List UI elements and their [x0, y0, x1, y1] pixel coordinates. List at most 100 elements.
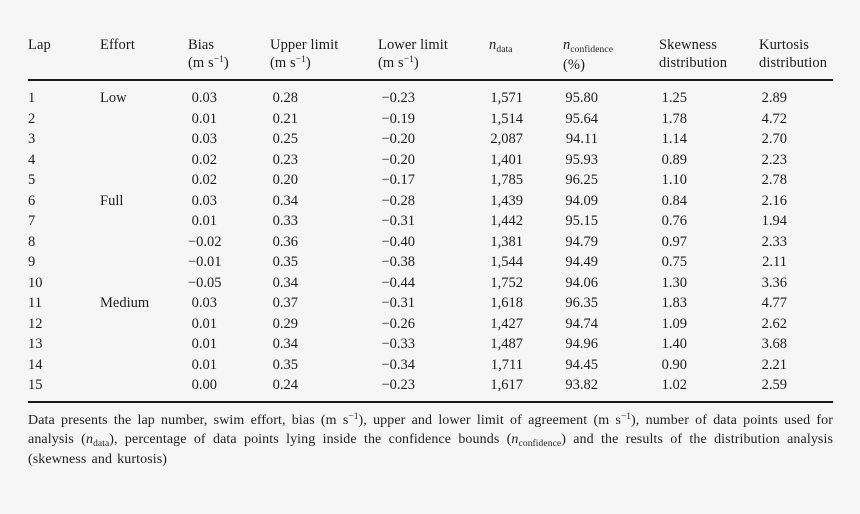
cell-value: 94.96	[565, 336, 598, 352]
table-cell-skewness: 0.90	[659, 355, 759, 376]
cell-value: 1,618	[490, 295, 523, 311]
table-cell-bias: 0.02	[188, 150, 270, 171]
cell-value: 1,571	[490, 90, 523, 106]
table-row: 3 0.03 0.25 −0.20 2,087 94.11 1.14 2.70	[28, 129, 833, 150]
table-cell-kurtosis: 2.33	[759, 232, 833, 253]
table-row: 5 0.02 0.20 −0.17 1,785 96.25 1.10 2.78	[28, 170, 833, 191]
table-cell-lap: 1	[28, 90, 36, 106]
cell-value: 1,711	[490, 356, 523, 373]
table-cell-bias: −0.05	[188, 273, 270, 294]
cell-value: −0.23	[381, 90, 415, 106]
cell-value: 1,544	[490, 254, 523, 270]
cell-value: 94.79	[565, 233, 598, 250]
table-cell-lower-limit: −0.40	[378, 232, 489, 253]
table-row: 14 0.01 0.35 −0.34 1,711 94.45 0.90 2.21	[28, 355, 833, 376]
column-header-lower-limit: Lower limit (m s−1)	[378, 0, 489, 81]
table-cell-bias: 0.03	[188, 80, 270, 109]
table-row: 1 Low 0.03 0.28 −0.23 1,571 95.80 1.25 2.89	[28, 80, 833, 109]
table-cell-upper-limit: 0.20	[270, 170, 378, 191]
data-table: Lap Effort Bias (m s−1) Upper limit (m s−1) Lo…	[28, 0, 833, 403]
cell-value: 1,487	[490, 336, 523, 352]
table-cell-kurtosis: 2.11	[759, 252, 833, 273]
table-cell-bias: 0.03	[188, 129, 270, 150]
table-cell-n-data: 1,427	[489, 314, 563, 335]
cell-value: 2.33	[761, 233, 787, 250]
cell-value: 0.21	[272, 110, 298, 127]
cell-value: 94.06	[565, 274, 598, 291]
table-cell-effort: Low	[100, 90, 127, 106]
cell-value: 1,785	[490, 172, 523, 188]
cell-value: 96.25	[565, 172, 598, 188]
table-cell-n-data: 1,544	[489, 252, 563, 273]
table-cell-upper-limit: 0.34	[270, 273, 378, 294]
table-row: 10 −0.05 0.34 −0.44 1,752 94.06 1.30 3.36	[28, 273, 833, 294]
table-cell-upper-limit: 0.25	[270, 129, 378, 150]
column-header-n-data: ndata	[489, 0, 563, 81]
table-cell-skewness: 1.02	[659, 375, 759, 402]
column-header-bias: Bias (m s−1)	[188, 0, 270, 81]
table-cell-effort	[100, 211, 188, 232]
cell-value: 4.72	[761, 110, 787, 127]
table-cell-bias: 0.01	[188, 109, 270, 130]
table-cell-n-data: 1,514	[489, 109, 563, 130]
table-cell-lap: 5	[28, 172, 36, 188]
table-cell-bias: 0.01	[188, 211, 270, 232]
cell-value: 0.90	[661, 356, 687, 373]
cell-value: 0.75	[661, 254, 687, 270]
cell-value: 1.14	[661, 131, 687, 147]
cell-value: 2.16	[761, 192, 787, 209]
table-cell-lower-limit: −0.31	[378, 293, 489, 314]
table-cell-skewness: 0.76	[659, 211, 759, 232]
cell-value: 0.01	[191, 356, 217, 373]
cell-value: 1.83	[661, 295, 687, 311]
cell-value: 0.02	[191, 172, 217, 188]
cell-value: 0.34	[272, 192, 298, 209]
table-cell-lap: 11	[28, 295, 42, 311]
cell-value: 0.89	[661, 151, 687, 168]
table-cell-skewness: 1.14	[659, 129, 759, 150]
cell-value: 94.09	[565, 192, 598, 209]
cell-value: 94.45	[565, 356, 598, 373]
table-row: 11 Medium 0.03 0.37 −0.31 1,618 96.35 1.83 4.77	[28, 293, 833, 314]
table-cell-bias: 0.00	[188, 375, 270, 402]
table-cell-lower-limit: −0.28	[378, 191, 489, 212]
cell-value: 1,427	[490, 315, 523, 332]
table-cell-upper-limit: 0.37	[270, 293, 378, 314]
cell-value: 95.64	[565, 110, 598, 127]
cell-value: 1,401	[490, 151, 523, 168]
table-cell-n-confidence: 96.25	[563, 170, 659, 191]
cell-value: 0.01	[191, 213, 217, 229]
table-cell-lap: 10	[28, 274, 43, 291]
table-cell-n-data: 2,087	[489, 129, 563, 150]
cell-value: −0.20	[381, 131, 415, 147]
cell-value: 3.68	[761, 336, 787, 352]
table-cell-lower-limit: −0.33	[378, 334, 489, 355]
cell-value: 1.78	[661, 110, 687, 127]
table-cell-kurtosis: 2.89	[759, 80, 833, 109]
cell-value: −0.40	[381, 233, 415, 250]
cell-value: 95.80	[565, 90, 598, 106]
table-cell-n-data: 1,381	[489, 232, 563, 253]
table-cell-effort: Full	[100, 192, 124, 209]
cell-value: 0.76	[661, 213, 687, 229]
table-cell-kurtosis: 2.78	[759, 170, 833, 191]
table-cell-kurtosis: 2.59	[759, 375, 833, 402]
cell-value: 2.78	[761, 172, 787, 188]
cell-value: 96.35	[565, 295, 598, 311]
table-cell-n-data: 1,401	[489, 150, 563, 171]
table-cell-n-data: 1,785	[489, 170, 563, 191]
table-cell-skewness: 0.75	[659, 252, 759, 273]
table-cell-lower-limit: −0.38	[378, 252, 489, 273]
table-row: 7 0.01 0.33 −0.31 1,442 95.15 0.76 1.94	[28, 211, 833, 232]
table-cell-lower-limit: −0.20	[378, 150, 489, 171]
table-cell-lower-limit: −0.26	[378, 314, 489, 335]
table-cell-kurtosis: 2.62	[759, 314, 833, 335]
table-cell-n-data: 1,618	[489, 293, 563, 314]
cell-value: −0.31	[381, 295, 415, 311]
table-row: 15 0.00 0.24 −0.23 1,617 93.82 1.02 2.59	[28, 375, 833, 402]
table-cell-n-data: 1,752	[489, 273, 563, 294]
cell-value: 1,617	[490, 377, 523, 393]
cell-value: 1.30	[661, 274, 687, 291]
table-cell-n-data: 1,442	[489, 211, 563, 232]
cell-value: 1.94	[761, 213, 787, 229]
